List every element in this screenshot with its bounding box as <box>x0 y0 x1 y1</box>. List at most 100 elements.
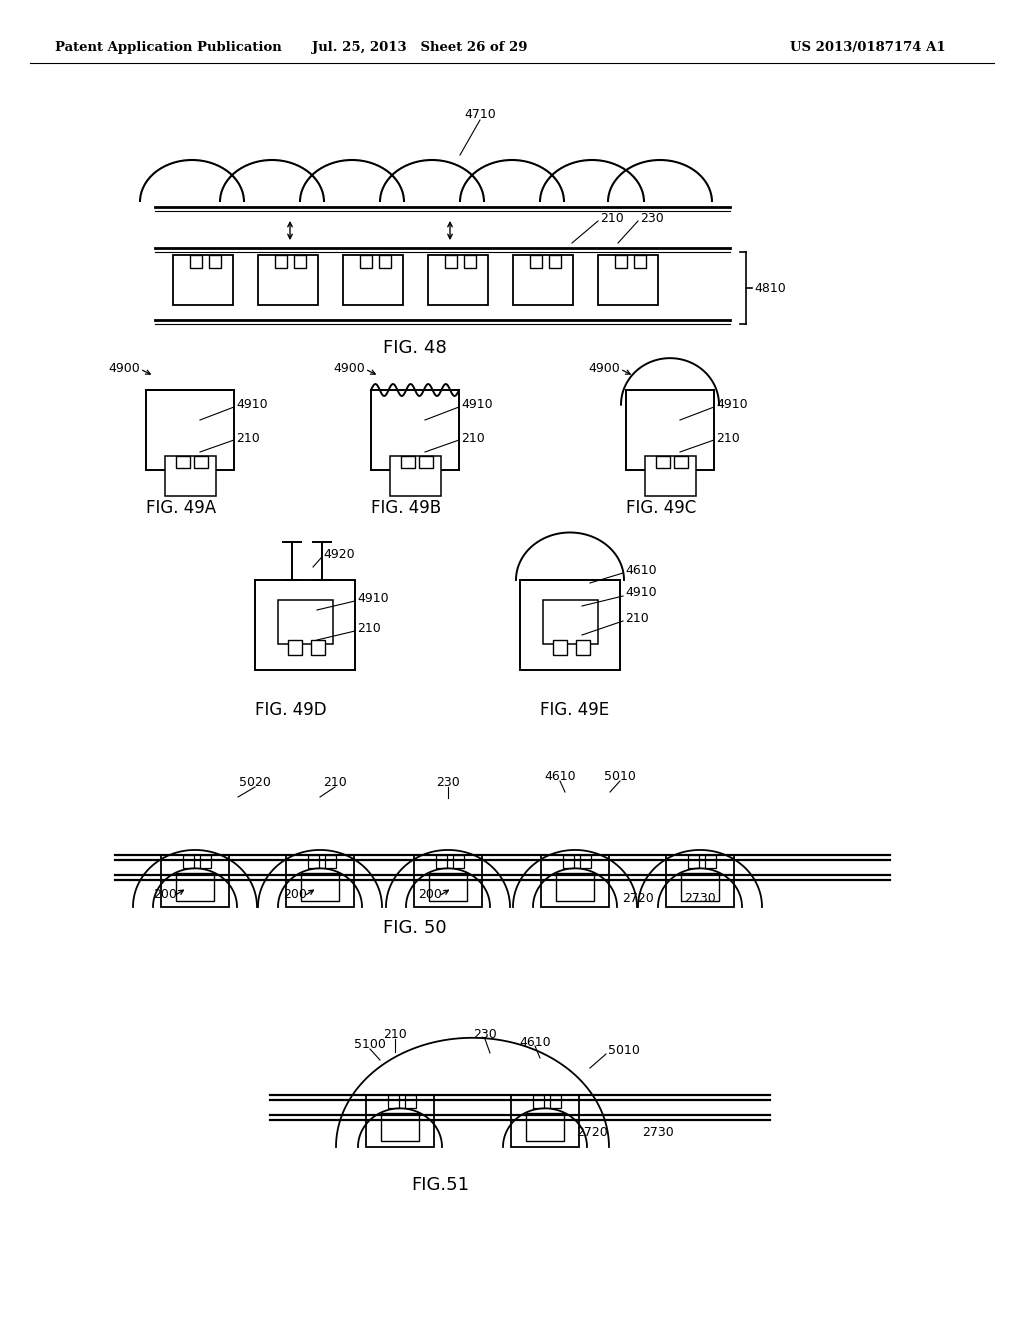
Text: 210: 210 <box>383 1028 407 1041</box>
Bar <box>176 455 190 469</box>
Bar <box>419 455 433 469</box>
Bar <box>520 579 620 671</box>
Bar <box>176 873 214 902</box>
Bar <box>401 455 415 469</box>
Bar <box>194 455 208 469</box>
Bar <box>301 873 339 902</box>
Bar <box>311 640 325 655</box>
Bar <box>288 640 302 655</box>
Text: FIG. 49A: FIG. 49A <box>146 499 216 517</box>
Text: FIG. 49E: FIG. 49E <box>540 701 609 719</box>
Text: FIG. 49C: FIG. 49C <box>626 499 696 517</box>
Bar <box>379 255 391 268</box>
Text: 4610: 4610 <box>544 771 575 784</box>
Bar <box>543 601 598 644</box>
Text: 4910: 4910 <box>461 399 493 412</box>
Text: Jul. 25, 2013   Sheet 26 of 29: Jul. 25, 2013 Sheet 26 of 29 <box>312 41 527 54</box>
Text: 4910: 4910 <box>625 586 656 599</box>
Bar <box>190 255 202 268</box>
Bar <box>209 255 221 268</box>
Text: 210: 210 <box>357 622 381 635</box>
Bar <box>255 579 355 671</box>
Bar <box>343 255 403 305</box>
Bar <box>513 255 573 305</box>
Bar <box>414 855 482 907</box>
Bar <box>286 855 354 907</box>
Text: 210: 210 <box>461 432 484 445</box>
Text: 2720: 2720 <box>577 1126 608 1138</box>
Text: 210: 210 <box>716 432 739 445</box>
Text: 4900: 4900 <box>333 362 365 375</box>
Bar <box>390 455 441 496</box>
Text: 230: 230 <box>436 776 460 789</box>
Bar <box>200 855 211 869</box>
Text: 210: 210 <box>625 611 649 624</box>
Text: 4610: 4610 <box>625 564 656 577</box>
Bar <box>563 855 574 869</box>
Bar <box>381 1113 419 1140</box>
Text: FIG. 48: FIG. 48 <box>383 339 446 356</box>
Bar <box>445 255 457 268</box>
Text: 4900: 4900 <box>109 362 140 375</box>
Text: 200: 200 <box>418 888 442 902</box>
Bar <box>275 255 287 268</box>
Text: 5010: 5010 <box>608 1044 640 1056</box>
Bar <box>541 855 609 907</box>
Bar <box>308 855 319 869</box>
Bar <box>681 873 719 902</box>
Text: 200: 200 <box>153 888 177 902</box>
Text: 2730: 2730 <box>684 891 716 904</box>
Bar <box>634 255 646 268</box>
Bar <box>406 1096 416 1107</box>
Text: 210: 210 <box>600 211 624 224</box>
Bar <box>388 1096 399 1107</box>
Bar <box>453 855 464 869</box>
Text: 4900: 4900 <box>588 362 620 375</box>
Bar <box>656 455 670 469</box>
Text: 4910: 4910 <box>716 399 748 412</box>
Bar <box>556 873 594 902</box>
Text: FIG.51: FIG.51 <box>411 1176 469 1195</box>
Bar <box>674 455 688 469</box>
Text: Patent Application Publication: Patent Application Publication <box>55 41 282 54</box>
Bar <box>428 255 488 305</box>
Text: 4910: 4910 <box>357 591 389 605</box>
Text: 4710: 4710 <box>464 108 496 121</box>
Bar <box>645 455 696 496</box>
Bar <box>360 255 372 268</box>
Bar <box>526 1113 564 1140</box>
Bar <box>258 255 318 305</box>
Bar <box>165 455 216 496</box>
Text: FIG. 50: FIG. 50 <box>383 919 446 937</box>
Text: 4920: 4920 <box>323 549 354 561</box>
Text: FIG. 49D: FIG. 49D <box>255 701 327 719</box>
Bar <box>549 255 561 268</box>
Text: 5100: 5100 <box>354 1039 386 1052</box>
Bar <box>553 640 567 655</box>
Text: FIG. 49B: FIG. 49B <box>371 499 441 517</box>
Text: 230: 230 <box>473 1028 497 1041</box>
Bar <box>464 255 476 268</box>
Text: 4910: 4910 <box>236 399 267 412</box>
Text: 2720: 2720 <box>623 891 654 904</box>
Text: 4810: 4810 <box>754 281 785 294</box>
Bar <box>278 601 333 644</box>
Text: US 2013/0187174 A1: US 2013/0187174 A1 <box>790 41 945 54</box>
Bar <box>530 255 542 268</box>
Bar <box>626 389 714 470</box>
Bar <box>325 855 336 869</box>
Bar <box>615 255 627 268</box>
Bar <box>173 255 233 305</box>
Bar <box>371 389 459 470</box>
Text: 2730: 2730 <box>642 1126 674 1138</box>
Text: 4610: 4610 <box>519 1035 551 1048</box>
Bar <box>598 255 658 305</box>
Bar <box>580 855 591 869</box>
Bar <box>146 389 234 470</box>
Bar <box>534 1096 544 1107</box>
Text: 230: 230 <box>640 211 664 224</box>
Text: 5010: 5010 <box>604 771 636 784</box>
Text: 200: 200 <box>283 888 307 902</box>
Bar <box>161 855 229 907</box>
Bar <box>366 1096 434 1147</box>
